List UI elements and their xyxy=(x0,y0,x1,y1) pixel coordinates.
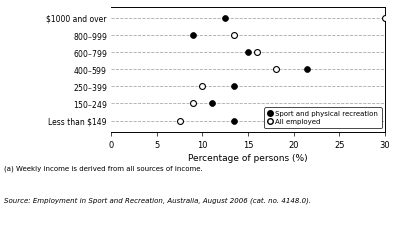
Point xyxy=(190,33,197,37)
Point xyxy=(231,84,237,88)
Point xyxy=(304,67,310,71)
Text: (a) Weekly income is derived from all sources of income.: (a) Weekly income is derived from all so… xyxy=(4,166,203,172)
Point xyxy=(176,119,183,122)
Legend: Sport and physical recreation, All employed: Sport and physical recreation, All emplo… xyxy=(264,107,382,128)
Point xyxy=(222,16,228,20)
Point xyxy=(208,102,215,105)
Text: Source: Employment in Sport and Recreation, Australia, August 2006 (cat. no. 414: Source: Employment in Sport and Recreati… xyxy=(4,197,311,204)
Point xyxy=(254,50,260,54)
Point xyxy=(199,84,206,88)
Point xyxy=(231,33,237,37)
Point xyxy=(245,50,251,54)
Point xyxy=(272,67,279,71)
Point xyxy=(231,119,237,122)
Point xyxy=(190,102,197,105)
Point xyxy=(382,16,388,20)
X-axis label: Percentage of persons (%): Percentage of persons (%) xyxy=(188,154,308,163)
